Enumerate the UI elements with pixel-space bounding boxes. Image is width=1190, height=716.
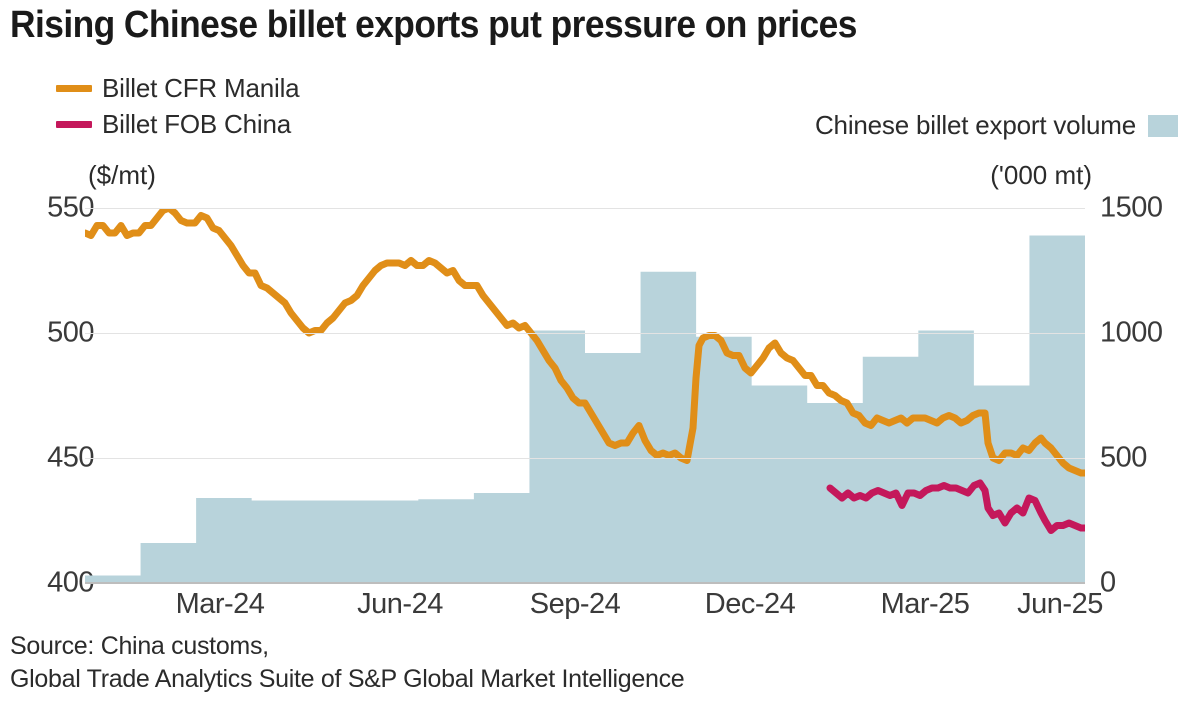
chart-title: Rising Chinese billet exports put pressu… [10,4,857,46]
gridline-450 [85,458,1085,459]
legend-square-swatch-volume [1148,114,1178,137]
x-tick-Jun-25: Jun-25 [1017,588,1103,620]
x-tick-Dec-24: Dec-24 [704,588,796,620]
gridline-500 [85,333,1085,334]
y-axis-right-unit: ('000 mt) [990,160,1092,190]
source-line-2: Global Trade Analytics Suite of S&P Glob… [10,665,685,693]
legend-line-swatch-cfr [56,84,92,92]
y-tick-right-1000: 1000 [1100,316,1163,349]
y-tick-right-1500: 1500 [1100,191,1163,224]
x-tick-Jun-24: Jun-24 [357,588,443,620]
y-axis-left-unit: ($/mt) [88,160,156,190]
legend-lines: Billet CFR Manila Billet FOB China [56,70,300,142]
source-note: Source: China customs, Global Trade Anal… [10,630,685,696]
x-tick-Mar-24: Mar-24 [175,588,265,620]
y-tick-left-450: 450 [47,441,94,474]
legend-label-volume: Chinese billet export volume [814,110,1136,140]
legend-item-fob-china: Billet FOB China [56,106,299,142]
y-tick-right-500: 500 [1100,441,1147,474]
y-tick-left-500: 500 [47,316,94,349]
x-tick-Mar-25: Mar-25 [880,588,970,620]
legend-item-cfr-manila: Billet CFR Manila [56,70,300,106]
legend-label-cfr: Billet CFR Manila [102,72,300,103]
legend-line-swatch-fob [56,120,92,128]
legend-volume: Chinese billet export volume [815,110,1178,141]
legend-label-fob: Billet FOB China [102,108,291,139]
line-series-cfr-manila [85,208,1085,477]
y-tick-right-0: 0 [1100,566,1116,599]
plot-area [85,208,1085,584]
chart-svg [85,208,1085,583]
x-tick-Sep-24: Sep-24 [529,588,621,620]
line-series-fob-china [826,479,1085,534]
gridline-550 [85,208,1085,209]
axis-baseline [85,582,1085,584]
y-tick-left-400: 400 [47,566,94,599]
y-tick-left-550: 550 [47,191,94,224]
source-line-1: Source: China customs, [10,632,269,660]
